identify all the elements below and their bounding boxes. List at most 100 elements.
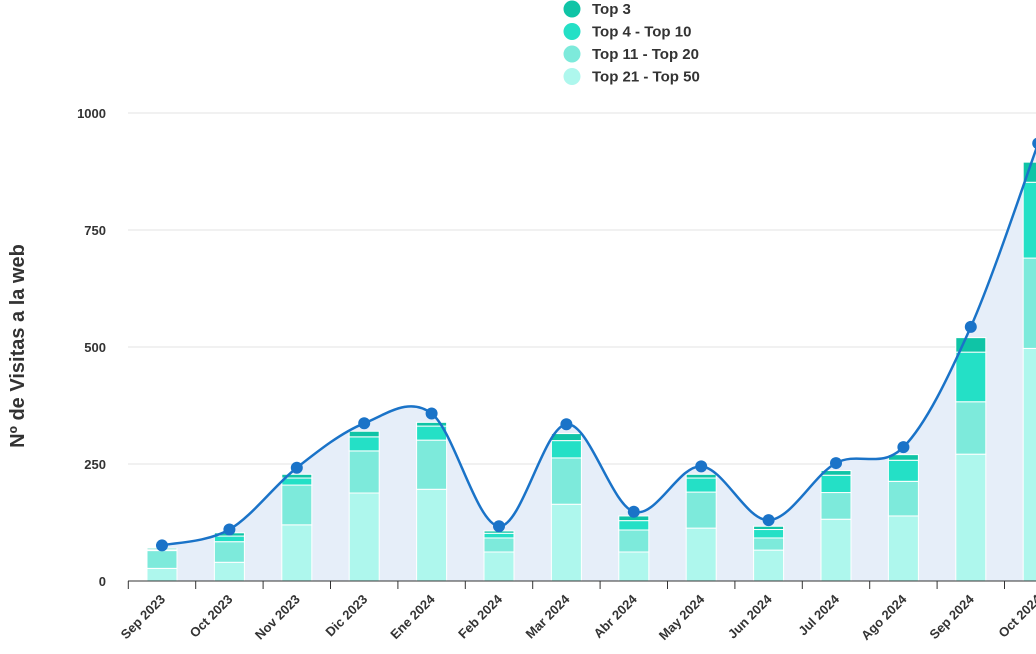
- bar-segment: [483, 537, 515, 553]
- x-tick-label: May 2024: [656, 591, 708, 643]
- bar-segment: [483, 532, 515, 539]
- bar-segment: [348, 450, 380, 494]
- bar-segment: [685, 491, 717, 529]
- line-point: [627, 505, 640, 518]
- line-point: [425, 407, 438, 420]
- legend-marker: [563, 45, 581, 63]
- x-tick-label: Oct 2023: [187, 592, 236, 641]
- bar-segment: [213, 541, 245, 563]
- bar-segment: [820, 470, 852, 476]
- line-point: [695, 460, 708, 473]
- bar-segment: [618, 520, 650, 531]
- legend-item[interactable]: Top 4 - Top 10: [563, 23, 692, 41]
- line-point: [762, 514, 775, 527]
- bar-segment: [820, 474, 852, 494]
- bar-segment: [1022, 347, 1036, 582]
- x-axis: Sep 2023 Oct 2023 Nov 2023 Dic 2023 Ene 2024…: [118, 581, 1036, 643]
- bar-segment: [753, 529, 785, 539]
- bar-segment: [550, 457, 582, 505]
- bar-segment: [416, 421, 448, 427]
- bar-segment: [955, 351, 987, 403]
- legend[interactable]: Top 3 Top 4 - Top 10 Top 11 - Top 20 Top 21…: [563, 0, 700, 86]
- bar-segment: [685, 473, 717, 479]
- bar-segment: [550, 433, 582, 442]
- bar-segment: [955, 453, 987, 582]
- line-point: [493, 520, 505, 533]
- x-tick-label: Oct 2024: [995, 591, 1036, 640]
- bar-segment: [348, 436, 380, 452]
- line-area-fill: [162, 149, 1036, 581]
- bar-segment: [1022, 181, 1036, 259]
- line-point: [830, 457, 842, 470]
- line-point: [964, 320, 977, 333]
- y-axis-title: Nº de Visitas a la web: [7, 244, 29, 448]
- bar-segment: [348, 430, 380, 438]
- bar-segment: [416, 488, 448, 582]
- x-tick-label: Jun 2024: [725, 591, 775, 641]
- line-point: [560, 418, 573, 431]
- legend-marker: [563, 68, 581, 85]
- legend-marker: [563, 23, 581, 40]
- bar-segment: [146, 550, 178, 569]
- legend-label: Top 3: [592, 1, 631, 18]
- line-point: [156, 539, 168, 552]
- y-tick-label: 500: [84, 340, 106, 355]
- area-layer: [162, 149, 1036, 581]
- bar-segment: [281, 473, 313, 479]
- bar-segment: [887, 480, 919, 517]
- y-tick-label: 250: [84, 457, 106, 472]
- bar-segment: [820, 492, 852, 520]
- legend-item[interactable]: Top 21 - Top 50: [563, 68, 700, 86]
- bar-segment: [483, 551, 515, 582]
- line-point: [1032, 137, 1036, 150]
- x-tick-label: Dic 2023: [322, 592, 370, 640]
- bars: [128, 161, 1036, 582]
- line-point: [358, 417, 371, 430]
- legend-label: Top 11 - Top 20: [592, 46, 699, 63]
- x-tick-label: Sep 2023: [118, 592, 168, 642]
- bar-segment: [753, 549, 785, 582]
- bar-segment: [213, 535, 245, 543]
- legend-item[interactable]: Top 11 - Top 20: [563, 45, 699, 64]
- bar-segment: [550, 440, 582, 459]
- bar-segment: [1022, 257, 1036, 349]
- bar-segment: [213, 561, 245, 582]
- y-axis: 0 250 500 750 1000: [77, 106, 106, 589]
- legend-item[interactable]: Top 3: [563, 0, 631, 19]
- x-tick-label: Jul 2024: [795, 591, 842, 638]
- legend-marker: [563, 0, 581, 18]
- x-tick-label: Ago 2024: [858, 591, 910, 643]
- bar-segment: [887, 459, 919, 482]
- bar-segment: [146, 567, 178, 582]
- line-point: [897, 441, 910, 454]
- bar-segment: [685, 527, 717, 582]
- y-tick-label: 750: [84, 223, 106, 238]
- bar-segment: [550, 503, 582, 582]
- x-tick-label: Nov 2023: [252, 592, 303, 643]
- legend-label: Top 4 - Top 10: [592, 24, 691, 41]
- bar-segment: [618, 529, 650, 553]
- bar-segment: [820, 518, 852, 582]
- bar-segment: [618, 551, 650, 582]
- bar-segment: [753, 537, 785, 551]
- line-point: [223, 523, 236, 536]
- x-tick-label: Sep 2024: [926, 591, 977, 642]
- legend-label: Top 21 - Top 50: [592, 69, 700, 86]
- bar-segment: [348, 492, 380, 582]
- bar-segment: [955, 401, 987, 455]
- bar-segment: [281, 524, 313, 582]
- bar-segment: [685, 477, 717, 493]
- x-tick-label: Mar 2024: [523, 591, 574, 642]
- x-tick-label: Feb 2024: [455, 591, 505, 641]
- y-tick-label: 1000: [77, 106, 106, 121]
- line-layer: [156, 137, 1036, 552]
- bar-segment: [887, 515, 919, 582]
- grid: [128, 112, 1036, 465]
- bar-segment: [416, 439, 448, 490]
- y-tick-label: 0: [99, 574, 106, 589]
- x-tick-label: Ene 2024: [387, 591, 438, 642]
- bar-segment: [281, 484, 313, 526]
- bar-segment: [281, 477, 313, 486]
- bar-segment: [753, 525, 785, 531]
